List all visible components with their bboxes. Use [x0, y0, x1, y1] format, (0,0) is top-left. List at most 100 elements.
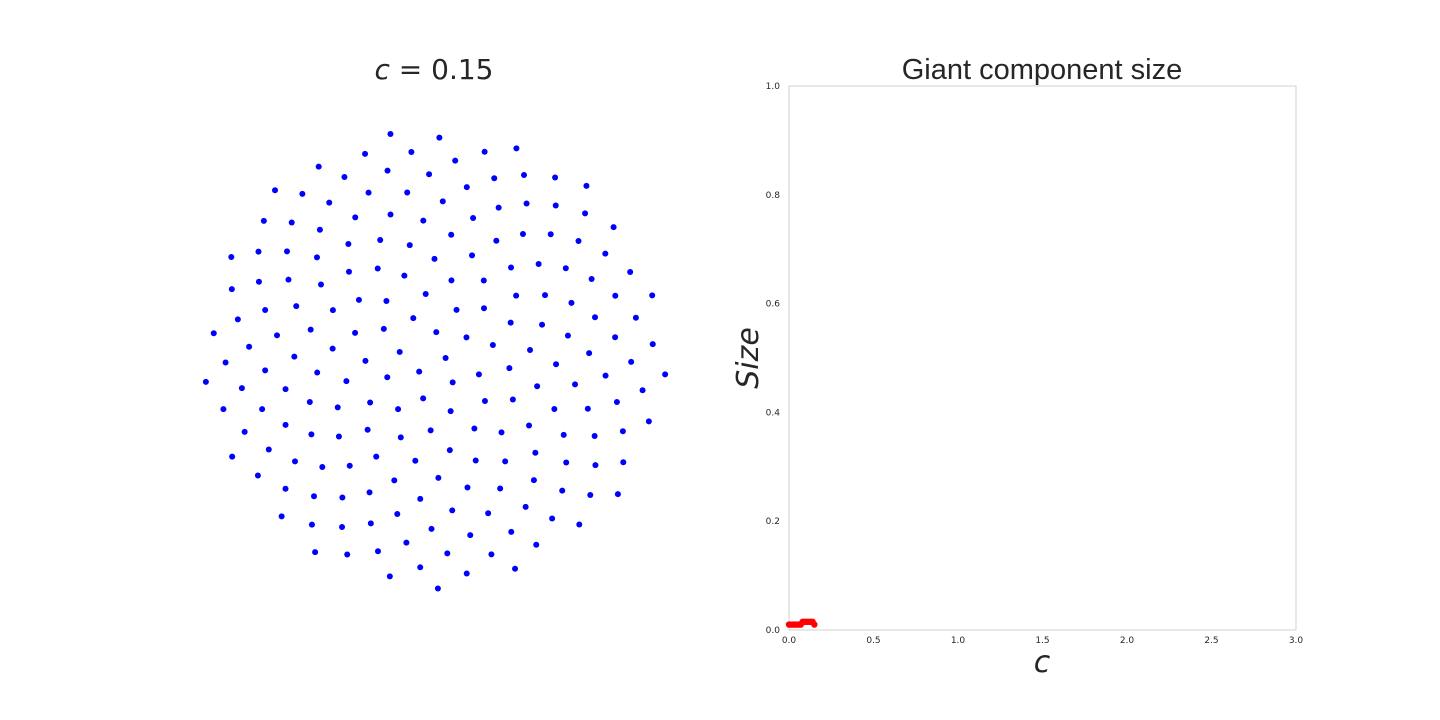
- network-node: [463, 334, 470, 341]
- network-node: [255, 248, 262, 255]
- network-node: [367, 520, 374, 527]
- network-node: [592, 462, 599, 469]
- y-tick-label: 0.4: [766, 408, 781, 418]
- network-node: [254, 472, 261, 479]
- network-node: [262, 367, 269, 374]
- network-node: [583, 182, 590, 189]
- network-node: [346, 462, 353, 469]
- network-node: [238, 385, 245, 392]
- network-node: [522, 503, 529, 510]
- network-node: [246, 343, 253, 350]
- network-node: [312, 549, 319, 556]
- network-node: [202, 378, 209, 385]
- network-node: [282, 421, 289, 428]
- network-node: [274, 332, 281, 339]
- network-node: [380, 325, 387, 332]
- network-node: [282, 485, 289, 492]
- network-node: [446, 447, 453, 454]
- network-node: [508, 528, 515, 535]
- network-node: [329, 307, 336, 314]
- network-node: [416, 368, 423, 375]
- network-node: [470, 215, 477, 222]
- network-node: [326, 199, 333, 206]
- network-node: [614, 491, 621, 498]
- y-axis-label: Size: [731, 327, 766, 389]
- network-node: [464, 484, 471, 491]
- network-node: [563, 459, 570, 466]
- network-node: [401, 272, 408, 279]
- network-node: [584, 405, 591, 412]
- network-node: [265, 446, 272, 453]
- giant-component-chart: Giant component size 0.0 0.5 1.0 1.5 2.0 2.5 3…: [731, 54, 1303, 680]
- network-node: [449, 507, 456, 514]
- network-node: [610, 224, 617, 231]
- network-node: [497, 485, 504, 492]
- network-node: [649, 292, 656, 299]
- network-title: c = 0.15: [374, 53, 493, 86]
- network-node: [449, 379, 456, 386]
- network-node: [552, 202, 559, 209]
- network-node: [628, 358, 635, 365]
- network-node: [374, 265, 381, 272]
- network-node: [339, 523, 346, 530]
- network-node: [282, 386, 289, 393]
- network-node: [506, 365, 513, 372]
- network-node: [442, 355, 449, 361]
- y-tick-label: 0.6: [766, 300, 781, 310]
- network-node: [345, 268, 352, 275]
- network-node: [315, 163, 322, 170]
- x-tick-label: 1.5: [1035, 636, 1049, 646]
- network-node: [308, 521, 315, 528]
- x-tick-labels: 0.0 0.5 1.0 1.5 2.0 2.5 3.0: [782, 636, 1304, 646]
- network-node: [396, 348, 403, 355]
- network-node: [306, 398, 313, 405]
- network-node: [523, 200, 530, 207]
- network-node: [434, 585, 441, 592]
- network-node: [575, 237, 582, 244]
- network-node: [559, 487, 566, 494]
- network-node: [395, 406, 402, 413]
- network-node: [495, 204, 502, 211]
- network-node: [299, 190, 306, 197]
- network-node: [481, 397, 488, 404]
- network-node: [448, 277, 455, 284]
- y-tick-label: 0.8: [766, 191, 781, 201]
- series-point: [811, 621, 818, 628]
- network-node: [602, 250, 609, 257]
- network-node: [362, 150, 369, 157]
- network-node: [417, 495, 424, 502]
- network-node: [313, 254, 320, 261]
- network-node: [587, 492, 594, 499]
- network-node: [513, 145, 520, 152]
- network-node: [452, 157, 459, 164]
- network-node: [426, 171, 433, 178]
- network-node: [386, 573, 393, 580]
- network-node: [210, 330, 217, 337]
- x-tick-label: 2.5: [1204, 636, 1218, 646]
- network-node: [481, 148, 488, 155]
- network-node: [387, 130, 394, 137]
- network-node: [367, 399, 374, 406]
- network-node: [308, 431, 315, 438]
- network-node: [527, 347, 534, 354]
- network-node: [439, 198, 446, 205]
- network-node: [488, 551, 495, 558]
- network-node: [406, 242, 413, 249]
- network-node: [502, 458, 509, 465]
- network-node: [352, 214, 359, 221]
- x-axis-label: c: [1034, 645, 1051, 680]
- network-node: [549, 515, 556, 522]
- network-node: [572, 381, 579, 388]
- network-node: [339, 494, 346, 501]
- network-node: [345, 241, 352, 248]
- network-node: [612, 334, 619, 341]
- network-node: [284, 248, 291, 255]
- network-node: [355, 296, 362, 303]
- network-node: [512, 565, 519, 572]
- network-node: [341, 174, 348, 181]
- network-node: [521, 172, 528, 179]
- network-node: [391, 477, 398, 484]
- network-node: [319, 463, 326, 470]
- network-node: [533, 541, 540, 548]
- network-node: [508, 264, 515, 271]
